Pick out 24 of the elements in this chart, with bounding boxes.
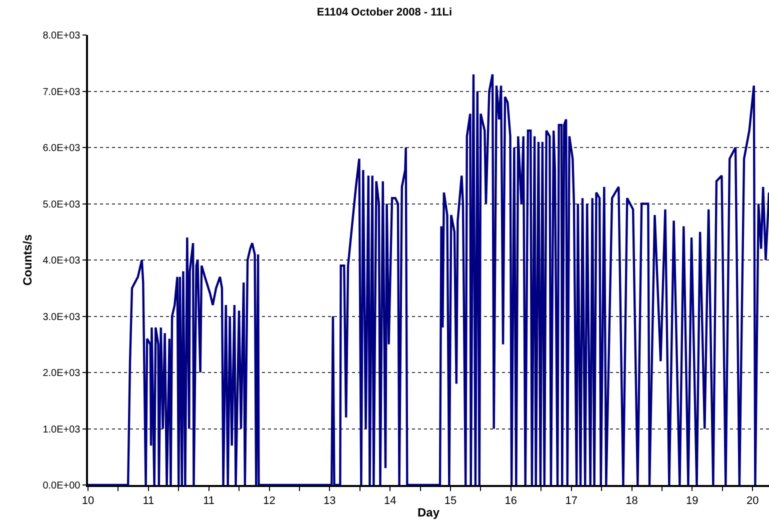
y-tick-label: 7.0E+03 (42, 86, 81, 98)
y-tick-label: 8.0E+03 (42, 30, 81, 42)
x-axis-title: Day (417, 505, 440, 520)
y-tick-label: 0.0E+00 (42, 480, 81, 492)
y-tick-label: 3.0E+03 (42, 312, 81, 323)
x-tick-label: 16 (504, 494, 518, 507)
x-tick-label: 19 (686, 494, 698, 507)
x-tick-label: 18 (626, 494, 638, 507)
y-tick-label: 4.0E+03 (42, 256, 81, 266)
x-tick-label: 11 (203, 494, 215, 507)
x-tick-label: 20 (746, 494, 759, 507)
x-tick-label: 11 (142, 494, 154, 507)
x-tick-label: 10 (82, 494, 94, 507)
x-tick-label: 13 (324, 494, 336, 507)
y-tick-label: 2.0E+03 (42, 368, 81, 379)
x-tick-label: 12 (263, 494, 276, 507)
y-axis-title: Counts/s (20, 234, 35, 286)
chart-title: E1104 October 2008 - 11Li (316, 6, 452, 19)
x-tick-label: 15 (444, 494, 457, 507)
y-tick-label: 5.0E+03 (42, 199, 81, 210)
x-tick-label: 14 (384, 494, 396, 507)
x-tick-label: 17 (565, 494, 578, 507)
y-tick-label: 1.0E+03 (42, 424, 81, 436)
y-tick-label: 6.0E+03 (42, 143, 81, 154)
